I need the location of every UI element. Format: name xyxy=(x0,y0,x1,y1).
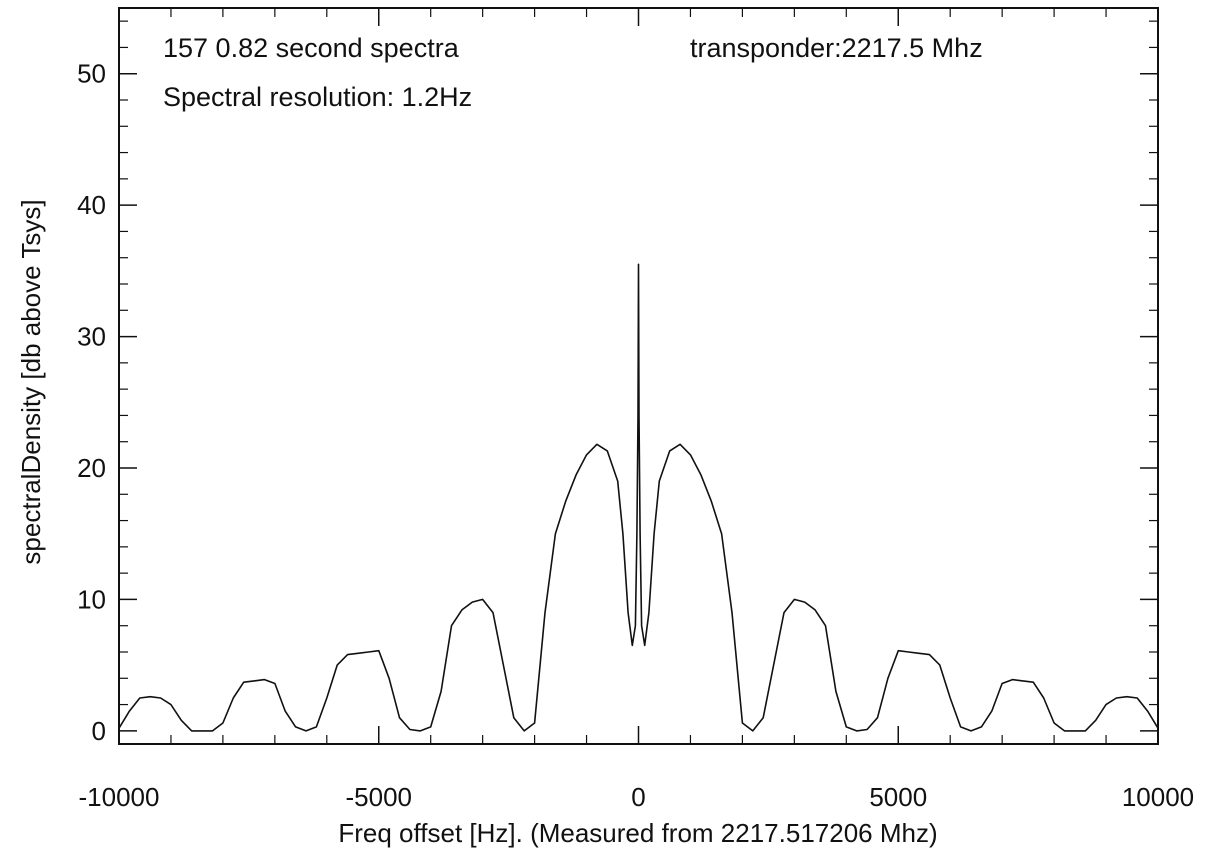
series-group xyxy=(118,263,1159,732)
tick-marks xyxy=(118,8,1159,744)
y-tick-label: 50 xyxy=(77,59,106,89)
x-axis-title: Freq offset [Hz]. (Measured from 2217.51… xyxy=(338,818,937,848)
y-tick-label: 0 xyxy=(92,716,106,746)
x-tick-label: 0 xyxy=(631,782,645,812)
x-tick-label: 5000 xyxy=(869,782,927,812)
x-tick-label: 10000 xyxy=(1122,782,1194,812)
y-tick-label: 30 xyxy=(77,322,106,352)
x-tick-label: -10000 xyxy=(79,782,160,812)
y-axis-title: spectralDensity [db above Tsys] xyxy=(16,199,46,564)
y-tick-label: 20 xyxy=(77,453,106,483)
y-tick-label: 40 xyxy=(77,190,106,220)
x-tick-labels: -10000 -5000 0 5000 10000 xyxy=(79,782,1195,812)
annotation-transponder: transponder:2217.5 Mhz xyxy=(690,33,983,63)
annotation-spectra-count: 157 0.82 second spectra xyxy=(163,33,460,63)
spectrum-line xyxy=(118,263,1159,732)
annotation-resolution: Spectral resolution: 1.2Hz xyxy=(163,82,472,112)
x-tick-label: -5000 xyxy=(346,782,413,812)
y-tick-label: 10 xyxy=(77,584,106,614)
y-tick-labels: 0 10 20 30 40 50 xyxy=(77,59,106,746)
